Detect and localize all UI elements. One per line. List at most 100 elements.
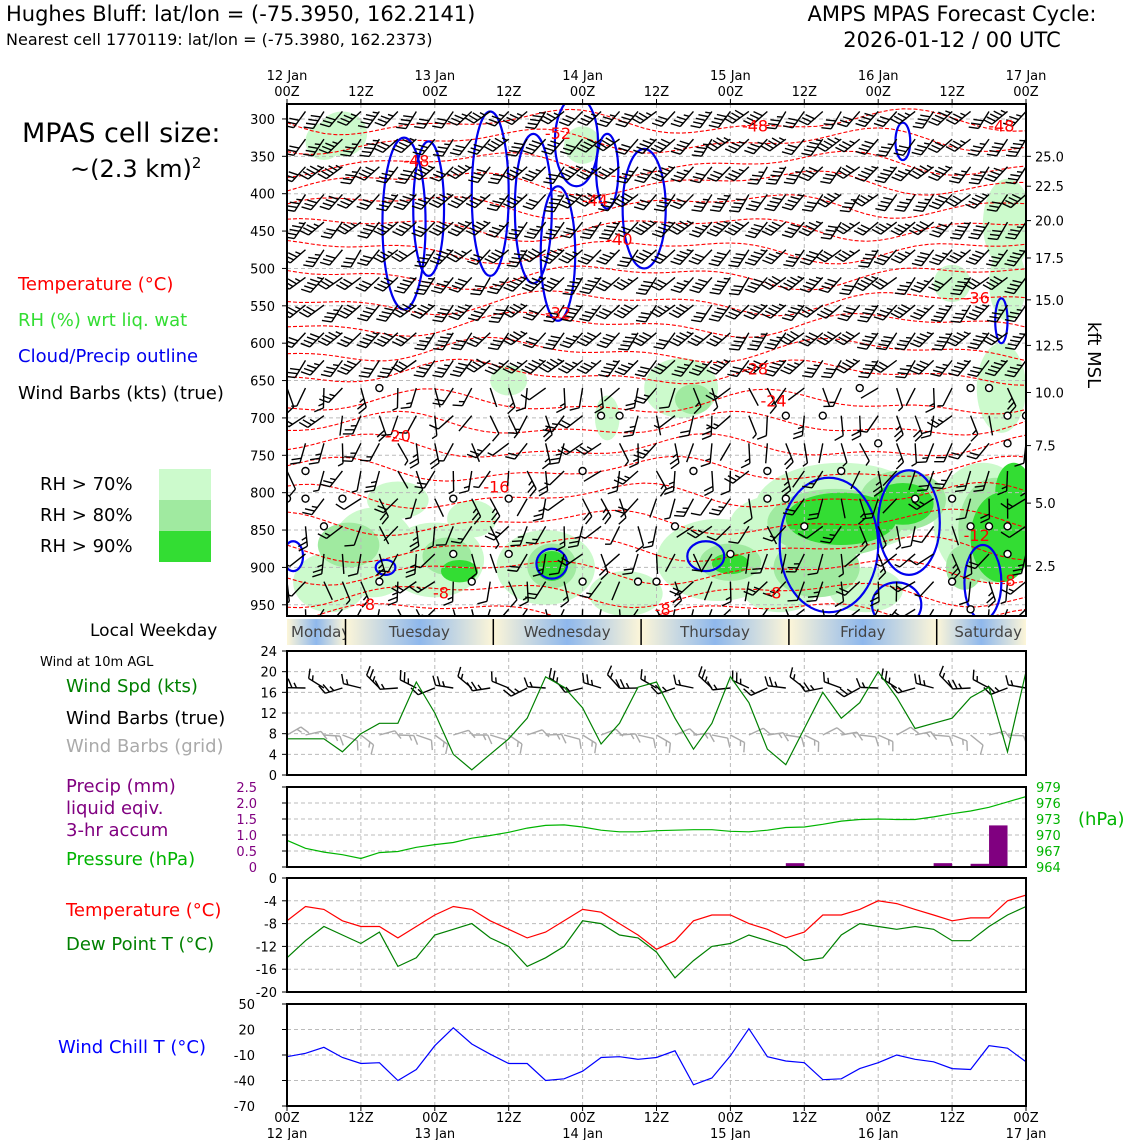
calm-circle: [596, 411, 606, 420]
wind-barb-10m: [673, 674, 694, 689]
precip-label-3: 3-hr accum: [66, 820, 169, 841]
wind-barb: [329, 608, 343, 616]
precip-tick-label: 1.5: [236, 813, 257, 828]
wind-barb: [653, 332, 676, 350]
temperature-contour: [287, 194, 1026, 220]
wind-barb: [549, 443, 565, 465]
wind-barb: [414, 470, 436, 489]
wind-barb: [561, 304, 584, 322]
wind-barb: [337, 332, 362, 348]
wind-barb: [858, 360, 879, 379]
rh-shading-blob: [711, 553, 749, 575]
bottom-time-label: 00Z: [865, 1111, 891, 1126]
temperature-contour: [287, 108, 1026, 136]
wind-barb: [340, 166, 362, 185]
temperature-contour: [287, 150, 1026, 178]
wind-speed-line: [287, 670, 1026, 771]
wind-barb: [483, 137, 510, 152]
wind-barb: [429, 166, 454, 182]
wind-barb: [466, 442, 491, 459]
wind-barb: [541, 138, 565, 155]
pressure-tick-label: 964: [1036, 861, 1061, 876]
wind-barb: [579, 304, 602, 322]
wind-barb-10m: [947, 679, 971, 690]
wind-barb: [651, 221, 676, 238]
wind-barb: [502, 166, 528, 181]
wind-barb: [374, 498, 399, 514]
wind-barb: [948, 359, 972, 377]
wind-barb: [614, 221, 639, 238]
rh70-label: RH > 70%: [40, 474, 133, 495]
wind-barb: [458, 470, 473, 494]
bottom-date-label: 12 Jan: [267, 1127, 308, 1140]
wind-barb: [397, 470, 409, 489]
wind-barb: [822, 609, 828, 616]
wind-barb: [465, 220, 491, 236]
wind-barb: [320, 221, 343, 239]
wind-barb: [708, 498, 731, 516]
wind-barb: [986, 581, 997, 608]
wind-barb: [522, 138, 547, 155]
wind-tick-label: 0: [269, 769, 277, 784]
wind-barb: [301, 193, 325, 211]
wind-barb: [351, 470, 362, 493]
wind-barb: [765, 443, 769, 464]
wind-barb: [594, 387, 604, 414]
wind-barb: [745, 221, 768, 239]
wind-speed-label: Wind Spd (kts): [66, 676, 198, 697]
wind-barb: [745, 194, 768, 212]
wind-barb: [894, 277, 916, 296]
pressure-tick-label: 600: [250, 337, 275, 352]
wind-barb: [949, 166, 972, 184]
wind-barb-10m: [318, 684, 343, 694]
wind-barb: [356, 332, 380, 349]
wind-barb: [744, 581, 750, 602]
wind-barb: [507, 553, 528, 572]
wind-barb: [1006, 387, 1017, 415]
wind-barb-grid: [988, 730, 1012, 740]
wind-barb: [706, 359, 731, 375]
wind-barb: [410, 165, 436, 181]
legend-rh: RH (%) wrt liq. wat: [18, 310, 188, 331]
calm-circle: [689, 466, 698, 476]
wind-barb: [337, 110, 362, 126]
precip-bar: [933, 863, 953, 867]
wind-barb: [910, 304, 935, 320]
wind-barb: [834, 249, 861, 263]
wind-barb: [743, 303, 768, 320]
pressure-tick-label: 350: [250, 150, 275, 165]
wind-barb: [579, 276, 602, 295]
calm-circle: [818, 411, 827, 420]
wind-barb: [802, 359, 824, 378]
wind-barb-10m: [890, 684, 916, 694]
wind-barb: [1004, 276, 1026, 295]
wind-barb: [432, 111, 454, 129]
wind-barb: [910, 276, 935, 293]
wind-barb: [377, 360, 399, 379]
wind-tick-label: 16: [260, 686, 277, 701]
wind-barb: [965, 193, 990, 209]
wind-barb: [701, 415, 713, 440]
wind-barb: [532, 553, 547, 577]
rh-shading-blob: [440, 559, 478, 583]
wind-barb: [544, 609, 552, 616]
wind-barb: [782, 111, 805, 129]
wind-barb: [557, 553, 583, 566]
wind-barb: [576, 138, 602, 153]
wind-barb: [834, 164, 861, 179]
calm-circle: [301, 494, 310, 503]
wind-barb: [618, 443, 630, 467]
wind-barb: [506, 221, 528, 240]
wind-barb: [446, 249, 473, 263]
wind-barb: [816, 304, 842, 319]
temp-panel-grid: [287, 878, 1026, 992]
wind-barb: [465, 358, 491, 373]
wind-barb: [613, 276, 639, 291]
wind-barb: [664, 498, 676, 520]
temperature-contour: [287, 127, 1026, 155]
wind-barb: [615, 138, 639, 155]
wind-barb: [837, 304, 861, 322]
wind-barb: [299, 221, 325, 236]
wind-barb: [826, 608, 842, 616]
